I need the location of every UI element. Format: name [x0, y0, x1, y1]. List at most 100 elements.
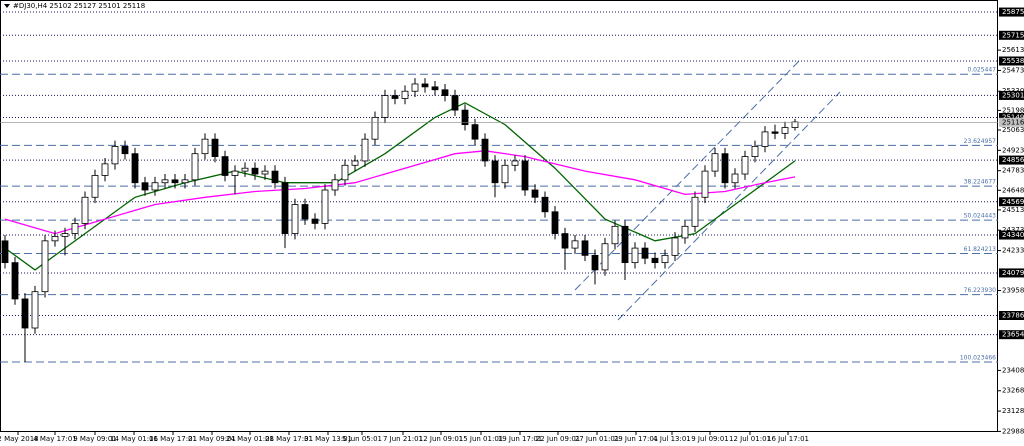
candle-body [691, 196, 699, 227]
candle-body [341, 164, 349, 181]
level-label: 25149 [1002, 114, 1024, 122]
candle-body [161, 179, 169, 184]
moving-average [4, 102, 796, 271]
y-tick-label: 23128 [1002, 407, 1024, 415]
fib-ratio: 100.0 [960, 354, 977, 361]
candle-body [431, 86, 439, 91]
candle-body [541, 196, 549, 213]
level-label: 25301 [1002, 91, 1024, 99]
candle-body [501, 164, 509, 184]
candle-body [531, 189, 539, 198]
level-label: 23654 [1002, 331, 1024, 339]
level-tag [999, 230, 1024, 240]
level-tag [999, 113, 1024, 123]
candle-body [631, 247, 639, 264]
x-tick-label: 27 Jun 01:01 [575, 435, 619, 443]
candle-body [61, 233, 69, 237]
level-tag [999, 90, 1024, 100]
candle-body [601, 243, 609, 271]
plot-frame [0, 0, 998, 432]
candle-body [381, 95, 389, 118]
y-tick-label: 25473 [1002, 66, 1024, 74]
candle-body [181, 179, 189, 184]
candle-body [741, 156, 749, 175]
candle-body [721, 153, 729, 184]
y-tick-label: 25198 [1002, 106, 1024, 114]
candle-body [11, 262, 19, 300]
moving-average [4, 150, 796, 235]
candle-body [451, 95, 459, 111]
y-tick-label: 22988 [1002, 427, 1024, 435]
candle-body [571, 240, 579, 249]
menu-icon[interactable] [4, 4, 10, 8]
fib-price: 24443 [977, 213, 996, 220]
candle-body [511, 160, 519, 166]
candle-body [391, 95, 399, 99]
candle-body [481, 138, 489, 162]
level-tag [999, 7, 1024, 17]
fib-ratio: 61.8 [964, 246, 978, 253]
candle-body [491, 160, 499, 184]
level-tag [999, 311, 1024, 321]
x-tick-label: 16 Jul 17:01 [767, 435, 809, 443]
candle-body [421, 83, 429, 88]
candle-body [301, 204, 309, 220]
fib-ratio: 23.6 [964, 138, 978, 145]
x-tick-label: 28 May 17:01 [265, 435, 313, 443]
candle-body [761, 131, 769, 147]
level-tag [999, 268, 1024, 278]
candle-body [581, 240, 589, 256]
level-tag [999, 56, 1024, 66]
candle-body [291, 204, 299, 234]
candle-body [641, 247, 649, 259]
candle-body [21, 298, 29, 329]
level-label: 25875 [1002, 8, 1024, 16]
candle-body [771, 131, 779, 134]
candle-body [211, 138, 219, 157]
channel-line [574, 59, 801, 291]
candle-body [461, 109, 469, 126]
candle-body [731, 173, 739, 184]
candle-body [261, 170, 269, 175]
x-tick-label: 22 Jun 09:01 [536, 435, 580, 443]
fib-price: 24957 [977, 138, 996, 145]
candle-body [621, 225, 629, 264]
candle-body [221, 156, 229, 176]
fib-ratio: 0.0 [967, 67, 977, 74]
x-tick-label: 4 Jul 13:01 [653, 435, 691, 443]
candle-body [131, 153, 139, 184]
candle-body [311, 218, 319, 224]
candle-body [521, 160, 529, 191]
level-label: 25715 [1002, 31, 1024, 39]
candle-body [141, 182, 149, 191]
y-tick-label: 24373 [1002, 226, 1024, 234]
x-tick-label: 12 Jul 01:01 [729, 435, 771, 443]
candle-body [241, 167, 249, 172]
x-tick-label: 29 Jun 17:01 [614, 435, 658, 443]
x-tick-label: 24 May 01:01 [226, 435, 274, 443]
candle-body [361, 138, 369, 162]
channel-line [617, 91, 841, 321]
x-tick-label: 14 May 01:01 [110, 435, 158, 443]
candle-body [121, 146, 129, 155]
candle-body [791, 121, 799, 128]
candle-body [101, 163, 109, 176]
candle-body [251, 167, 259, 175]
x-tick-label: 7 Jun 21:01 [383, 435, 423, 443]
fib-price: 24677 [977, 179, 996, 186]
y-tick-label: 23268 [1002, 387, 1024, 395]
x-tick-label: 16 May 17:01 [149, 435, 197, 443]
fib-ratio: 76.2 [964, 287, 978, 294]
candle-body [321, 189, 329, 224]
candle-body [781, 127, 789, 134]
y-tick-label: 23958 [1002, 287, 1024, 295]
x-tick-label: 4 May 17:01 [33, 435, 77, 443]
candle-body [701, 170, 709, 198]
level-label: 24856 [1002, 156, 1024, 164]
x-tick-label: 12 Jun 09:01 [419, 435, 463, 443]
level-tag [999, 330, 1024, 340]
level-tag [999, 30, 1024, 40]
x-tick-label: 19 Jun 17:01 [498, 435, 542, 443]
level-label: 23786 [1002, 312, 1024, 320]
